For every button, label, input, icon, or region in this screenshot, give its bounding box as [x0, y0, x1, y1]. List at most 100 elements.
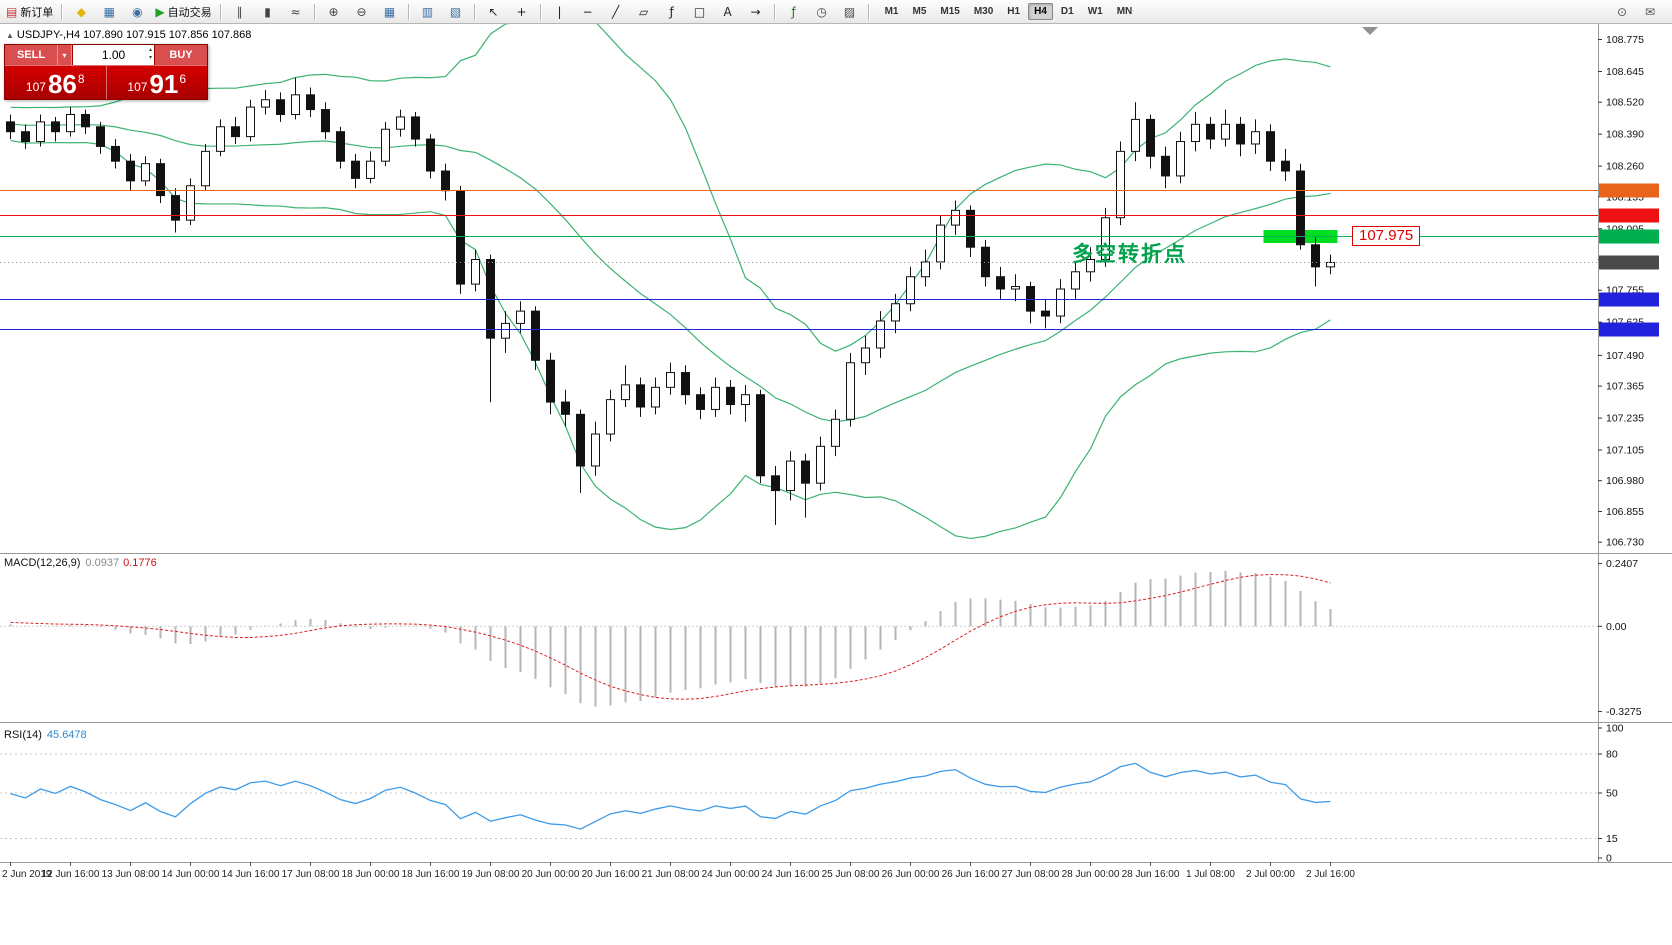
text-button[interactable]: A — [715, 1, 741, 23]
new-order-button[interactable]: ▤ 新订单 — [3, 1, 56, 23]
auto-trading-button[interactable]: ▶ 自动交易 — [152, 1, 214, 23]
svg-text:0.00: 0.00 — [1606, 621, 1627, 633]
axis-price-box-107.975 — [1599, 229, 1659, 244]
macd-signal-line — [10, 574, 1331, 700]
toolbar-separator — [313, 3, 316, 20]
shapes-button[interactable]: □ — [687, 1, 713, 23]
svg-text:28 Jun 00:00: 28 Jun 00:00 — [1062, 869, 1120, 880]
navigator-button[interactable]: ◉ — [124, 1, 150, 23]
channel-icon: ▱ — [638, 4, 649, 19]
candlestick-chart-button[interactable]: ▮ — [255, 1, 281, 23]
volume-input[interactable]: 1.00 ▴ ▾ — [72, 45, 155, 65]
timeframe-m30-button[interactable]: M30 — [973, 6, 994, 17]
toolbar-separator — [867, 3, 870, 20]
rsi-indicator-label: RSI(14) 45.6478 — [4, 729, 87, 741]
timeframe-m15-button[interactable]: M15 — [940, 6, 960, 17]
svg-text:13 Jun 08:00: 13 Jun 08:00 — [102, 869, 160, 880]
indicators-button[interactable]: ƒ — [781, 1, 807, 23]
trendline-icon: ╱ — [611, 4, 620, 19]
bollinger-bands — [10, 24, 1331, 540]
svg-text:18 Jun 00:00: 18 Jun 00:00 — [342, 869, 400, 880]
svg-text:0: 0 — [1606, 853, 1612, 865]
svg-text:106.980: 106.980 — [1606, 475, 1644, 487]
bar-chart-icon: ∥ — [236, 4, 243, 19]
horizontal-line-button[interactable]: − — [575, 1, 601, 23]
channel-button[interactable]: ▱ — [631, 1, 657, 23]
toolbar-separator — [61, 3, 64, 20]
tile-windows-button[interactable]: ▦ — [377, 1, 403, 23]
axis-price-box-107.599 — [1599, 322, 1659, 337]
macd-name: MACD(12,26,9) — [4, 557, 81, 569]
price-tag-label[interactable]: 107.975 — [1352, 226, 1421, 246]
shapes-icon: □ — [693, 4, 706, 19]
sell-button[interactable]: SELL — [5, 45, 57, 65]
toolbar-right-group: ⊙ ✉ — [1608, 1, 1664, 23]
buy-price-button[interactable]: 107 91 6 — [106, 66, 207, 99]
cursor-icon: ↖ — [488, 4, 499, 19]
new-chart-button[interactable]: ▥ — [415, 1, 441, 23]
cursor-button[interactable]: ↖ — [481, 1, 507, 23]
macd-indicator-label: MACD(12,26,9) 0.0937 0.1776 — [4, 557, 157, 569]
chart-shift-marker-icon[interactable] — [1362, 27, 1378, 35]
crosshair-button[interactable]: + — [509, 1, 535, 23]
templates-button[interactable]: ▨ — [837, 1, 863, 23]
search-button[interactable]: ⊙ — [1609, 1, 1635, 23]
toolbar-separator — [407, 3, 410, 20]
price-axis-labels: 108.775108.645108.520108.390108.260108.1… — [1598, 34, 1648, 549]
timeframe-w1-button[interactable]: W1 — [1087, 6, 1103, 17]
svg-text:108.260: 108.260 — [1606, 161, 1644, 173]
timeframe-toolbar: M1 M5 M15 M30 H1 H4 D1 W1 MN — [878, 3, 1140, 20]
svg-text:80: 80 — [1606, 749, 1618, 761]
axis-price-box-107.868 — [1599, 255, 1659, 270]
zoom-out-button[interactable]: ⊖ — [349, 1, 375, 23]
volume-dropdown-caret-icon[interactable]: ▾ — [57, 45, 72, 65]
fibonacci-button[interactable]: ƒ — [659, 1, 685, 23]
timeframe-h4-button[interactable]: H4 — [1028, 3, 1053, 20]
svg-text:107.490: 107.490 — [1606, 350, 1644, 362]
timeframe-d1-button[interactable]: D1 — [1060, 6, 1074, 17]
data-window-button[interactable]: ▦ — [96, 1, 122, 23]
periods-button[interactable]: ◷ — [809, 1, 835, 23]
svg-text:14 Jun 00:00: 14 Jun 00:00 — [162, 869, 220, 880]
bar-chart-button[interactable]: ∥ — [227, 1, 253, 23]
market-watch-button[interactable]: ◆ — [68, 1, 94, 23]
rsi-line — [10, 762, 1331, 830]
svg-text:2 Jul 16:00: 2 Jul 16:00 — [1306, 869, 1355, 880]
svg-text:2 Jul 00:00: 2 Jul 00:00 — [1246, 869, 1295, 880]
svg-text:108.520: 108.520 — [1606, 97, 1644, 109]
annotation-text[interactable]: 多空转折点 — [1072, 243, 1187, 266]
axis-price-box-107.721 — [1599, 292, 1659, 307]
buy-button[interactable]: BUY — [155, 45, 207, 65]
timeframe-m1-button[interactable]: M1 — [884, 6, 899, 17]
timeframe-h1-button[interactable]: H1 — [1007, 6, 1021, 17]
macd-pane: 0.2407 0.00 -0.3275 — [0, 558, 1642, 718]
timeframe-m5-button[interactable]: M5 — [912, 6, 927, 17]
volume-stepper[interactable]: ▴ ▾ — [148, 47, 152, 61]
vertical-line-button[interactable]: | — [547, 1, 573, 23]
svg-text:27 Jun 08:00: 27 Jun 08:00 — [1002, 869, 1060, 880]
messages-button[interactable]: ✉ — [1637, 1, 1663, 23]
line-chart-button[interactable]: ≈ — [283, 1, 309, 23]
toolbar-separator — [773, 3, 776, 20]
sell-price-button[interactable]: 107 86 8 — [5, 66, 107, 99]
symbol-header-text: USDJPY-,H4 107.890 107.915 107.856 107.8… — [16, 29, 252, 41]
timeframe-mn-button[interactable]: MN — [1116, 6, 1133, 17]
profiles-icon: ▧ — [449, 4, 462, 19]
trendline-button[interactable]: ╱ — [603, 1, 629, 23]
new-chart-icon: ▥ — [421, 4, 434, 19]
svg-text:20 Jun 16:00: 20 Jun 16:00 — [582, 869, 640, 880]
profiles-button[interactable]: ▧ — [443, 1, 469, 23]
new-order-icon: ▤ — [6, 4, 18, 19]
zoom-in-button[interactable]: ⊕ — [321, 1, 347, 23]
axis-price-box-108.162 — [1599, 183, 1659, 198]
macd-value: 0.0937 — [85, 557, 120, 569]
arrow-tools-button[interactable]: → — [743, 1, 769, 23]
toolbar-separator — [473, 3, 476, 20]
svg-text:26 Jun 00:00: 26 Jun 00:00 — [882, 869, 940, 880]
svg-text:17 Jun 08:00: 17 Jun 08:00 — [282, 869, 340, 880]
macd-signal-value: 0.1776 — [123, 557, 157, 569]
navigator-icon: ◉ — [132, 4, 143, 19]
rsi-value: 45.6478 — [46, 729, 87, 741]
